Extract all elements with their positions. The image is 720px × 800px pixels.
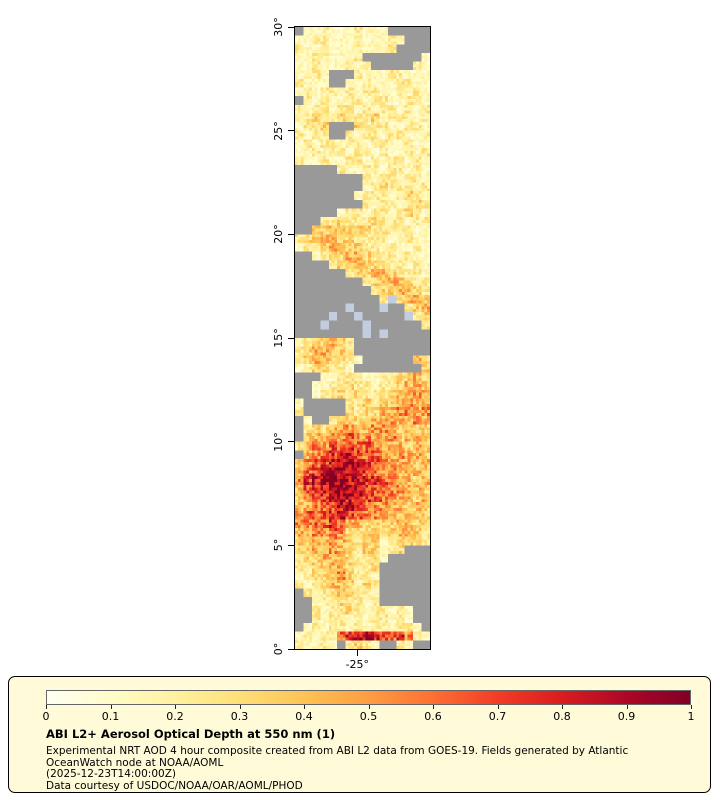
y-axis-tick-label: 15°: [272, 328, 285, 348]
y-axis-tick: [288, 26, 295, 28]
y-axis-tick-label: 25°: [272, 120, 285, 141]
colorbar-tick: [626, 705, 628, 709]
caption-line-1: Experimental NRT AOD 4 hour composite cr…: [46, 745, 629, 757]
y-axis-tick: [288, 130, 295, 132]
colorbar-tick: [239, 705, 241, 709]
colorbar-tick-label: 0.6: [424, 710, 442, 723]
y-axis-tick-label: 0°: [272, 642, 285, 656]
caption-line-3: (2025-12-23T14:00:00Z): [46, 768, 176, 780]
colorbar-tick: [304, 705, 305, 709]
y-axis-tick: [288, 233, 295, 235]
colorbar-tick-label: 1: [687, 710, 695, 723]
colorbar-tick: [368, 705, 370, 709]
colorbar-gradient: [46, 690, 691, 705]
colorbar-tick-label: 0.2: [166, 710, 184, 723]
colorbar-tick-label: 0.1: [101, 710, 120, 723]
colorbar-tick: [497, 705, 499, 709]
colorbar-tick: [433, 705, 434, 709]
colorbar-tick: [175, 705, 176, 709]
caption-line-2: OceanWatch node at NOAA/AOML: [46, 756, 224, 769]
y-axis-tick-label: 10°: [272, 431, 285, 452]
colorbar-tick-label: 0.3: [230, 710, 249, 723]
aod-heatmap: [295, 27, 430, 649]
y-axis-tick: [288, 441, 295, 443]
colorbar-tick: [110, 705, 112, 709]
colorbar-tick: [691, 705, 692, 709]
colorbar-tick: [46, 705, 47, 709]
y-axis-tick: [288, 337, 295, 339]
y-axis-tick-label: 20°: [272, 224, 285, 245]
caption-line-4: Data courtesy of USDOC/NOAA/OAR/AOML/PHO…: [46, 779, 303, 792]
x-axis-tick-label: -25°: [345, 658, 370, 671]
colorbar-tick-label: 0.8: [553, 710, 571, 723]
y-axis-tick: [288, 648, 295, 650]
y-axis-tick: [288, 544, 295, 546]
colorbar-panel: 0 0.1 0.2 0.3 0.4 0.5 0.6 0.7 0.8 0.9 1 ABI L2+ Ae…: [8, 676, 711, 793]
x-axis-tick: [357, 649, 359, 656]
y-axis-tick-label: 30°: [272, 17, 285, 37]
colorbar-tick-label: 0.7: [488, 710, 507, 723]
caption-block: ABI L2+ Aerosol Optical Depth at 550 nm …: [46, 727, 694, 792]
colorbar-tick-label: 0.9: [617, 710, 636, 723]
colorbar-tick-label: 0.5: [359, 710, 378, 723]
colorbar-tick-label: 0.4: [295, 710, 313, 723]
colorbar-tick: [562, 705, 563, 709]
y-axis-tick-label: 5°: [272, 539, 285, 552]
colorbar-tick-label: 0: [42, 710, 50, 723]
map-plot-frame: [294, 26, 431, 650]
caption-title: ABI L2+ Aerosol Optical Depth at 550 nm …: [46, 727, 336, 741]
